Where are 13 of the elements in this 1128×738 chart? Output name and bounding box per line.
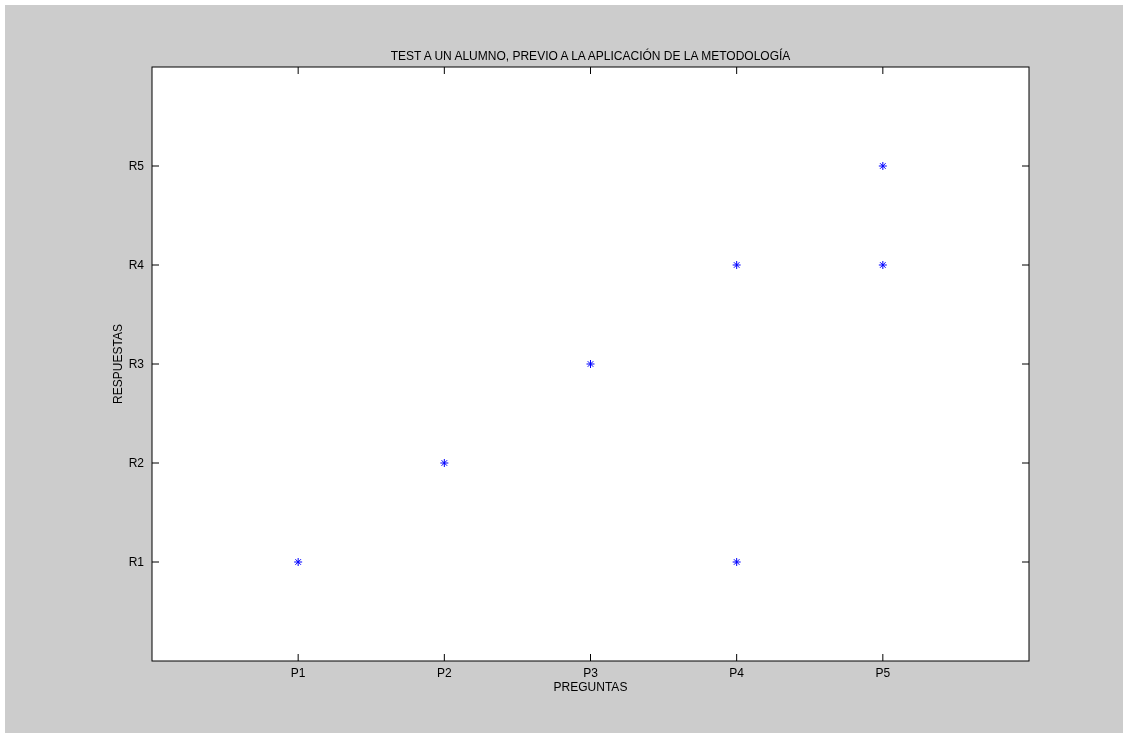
x-tick-label: P1 <box>290 666 306 680</box>
x-tick-label: P4 <box>729 666 745 680</box>
x-axis-title: PREGUNTAS <box>553 680 628 694</box>
category-label: R3 <box>128 357 144 371</box>
y-axis-title: RESPUESTAS <box>111 324 125 404</box>
x-tick-label: P3 <box>583 666 599 680</box>
chart-title: TEST A UN ALUMNO, PREVIO A LA APLICACIÓN DE LA METODOLOGÍA <box>390 48 791 63</box>
x-tick-label: P2 <box>436 666 452 680</box>
category-label: R2 <box>128 456 144 470</box>
category-label: R5 <box>128 159 144 173</box>
x-tick-label: P5 <box>875 666 891 680</box>
category-label: R4 <box>128 258 144 272</box>
category-label: R1 <box>128 555 144 569</box>
